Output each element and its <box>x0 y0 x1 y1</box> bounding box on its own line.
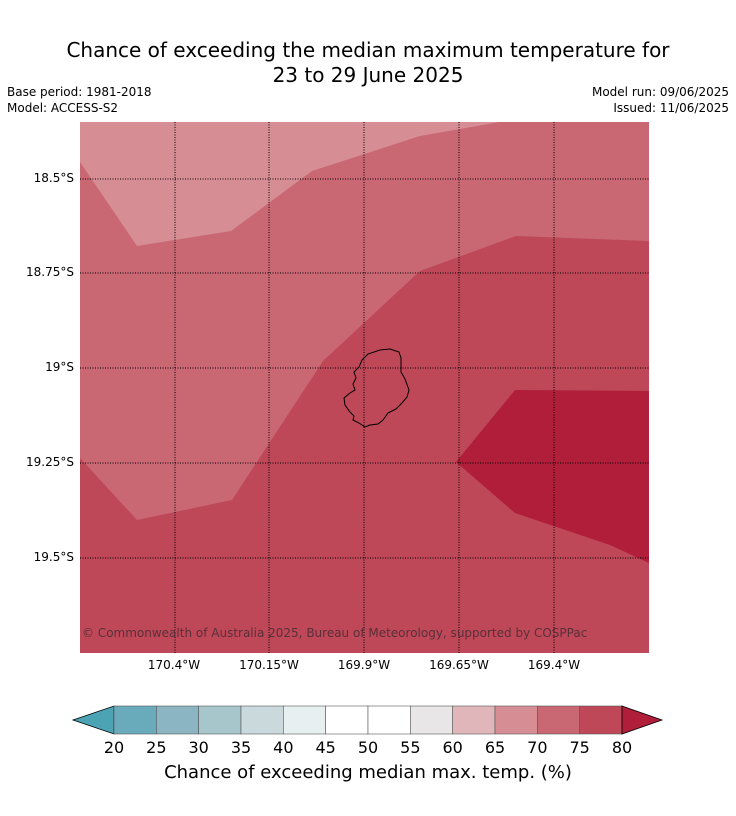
colorbar-segment <box>325 705 369 735</box>
colorbar-segment <box>283 705 326 735</box>
lon-label-1: 170.4°W <box>147 658 201 672</box>
colorbar-tick-label: 35 <box>230 738 252 757</box>
colorbar-segment <box>367 705 411 735</box>
colorbar-segment <box>410 705 453 735</box>
lat-label-5: 19.5°S <box>33 550 74 564</box>
colorbar-tick-label: 80 <box>611 738 633 757</box>
colorbar-segment <box>113 705 157 735</box>
lat-label-1: 18.5°S <box>33 171 74 185</box>
lat-label-3: 19°S <box>45 360 74 374</box>
colorbar-segment <box>494 705 538 735</box>
colorbar-tick-label: 40 <box>273 738 294 757</box>
colorbar-tick-label: 20 <box>103 738 125 757</box>
lat-label-2: 18.75°S <box>26 265 74 279</box>
base-period-label: Base period: 1981-2018 <box>7 85 152 99</box>
lon-label-5: 169.4°W <box>527 658 581 672</box>
lon-label-2: 170.15°W <box>239 658 299 672</box>
left-meta: Base period: 1981-2018 Model: ACCESS-S2 <box>7 84 152 116</box>
model-label: Model: ACCESS-S2 <box>7 101 119 115</box>
colorbar-segment <box>198 705 242 735</box>
title-line-2: 23 to 29 June 2025 <box>272 63 464 87</box>
gridlines <box>80 122 649 653</box>
lat-label-4: 19.25°S <box>26 455 74 469</box>
colorbar-tick-label: 75 <box>569 738 590 757</box>
colorbar-segment <box>537 705 580 735</box>
colorbar-over-arrow <box>621 705 664 735</box>
colorbar-segment <box>579 705 623 735</box>
colorbar <box>71 705 664 735</box>
colorbar-segment <box>452 705 496 735</box>
island-outline <box>343 348 410 428</box>
right-meta: Model run: 09/06/2025 Issued: 11/06/2025 <box>592 84 729 116</box>
colorbar-segment <box>240 705 284 735</box>
lon-label-3: 169.9°W <box>337 658 391 672</box>
title-line-1: Chance of exceeding the median maximum t… <box>66 38 670 62</box>
colorbar-segments <box>113 705 623 735</box>
model-run-label: Model run: 09/06/2025 <box>591 85 729 99</box>
colorbar-tick-label: 65 <box>484 738 506 757</box>
colorbar-tick-label: 60 <box>442 738 463 757</box>
band-over-80 <box>456 390 649 563</box>
colorbar-tick-label: 25 <box>146 738 167 757</box>
issued-label: Issued: 11/06/2025 <box>613 101 729 115</box>
lon-label-4: 169.65°W <box>429 658 489 672</box>
colorbar-tick-label: 30 <box>188 738 209 757</box>
chart-title: Chance of exceeding the median maximum t… <box>0 38 736 88</box>
colorbar-segment <box>156 705 199 735</box>
band-65-70 <box>80 122 500 246</box>
colorbar-tick-label: 70 <box>527 738 548 757</box>
probability-map <box>80 122 649 653</box>
colorbar-tick-label: 50 <box>357 738 379 757</box>
colorbar-tick-label: 45 <box>315 738 336 757</box>
colorbar-tick-label: 55 <box>400 738 421 757</box>
colorbar-title: Chance of exceeding median max. temp. (%… <box>164 762 572 783</box>
colorbar-under-arrow <box>71 705 115 735</box>
copyright-notice: © Commonwealth of Australia 2025, Bureau… <box>82 626 588 640</box>
